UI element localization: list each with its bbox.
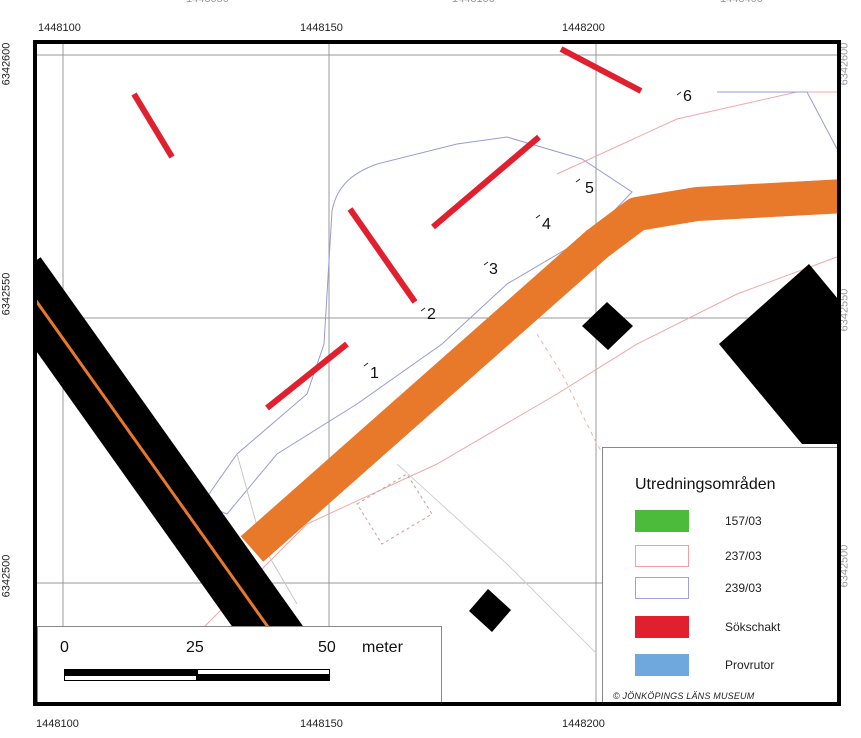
point-markers <box>363 91 682 367</box>
area-237-03-upper <box>556 91 837 175</box>
legend-label-157-03: 157/03 <box>725 514 762 528</box>
point-label-5: 5 <box>585 180 594 197</box>
legend-title: Utredningsområden <box>635 476 776 493</box>
trench-4 <box>265 341 349 411</box>
trench-1 <box>131 92 175 159</box>
scale-segment-3 <box>64 675 197 681</box>
trenches <box>131 46 643 411</box>
trench-3 <box>431 134 541 230</box>
area-239-03 <box>201 136 633 515</box>
coord-top-3: 1448200 <box>562 22 605 34</box>
point-label-2: 2 <box>427 306 436 323</box>
scale-bar: 0 25 50 meter <box>37 626 442 702</box>
area-239-03-upper <box>717 91 837 150</box>
coord-left-3: 6342500 <box>0 554 13 598</box>
legend-swatch-239-03 <box>635 577 689 599</box>
point-marker-4 <box>535 214 541 219</box>
building-large <box>719 264 837 444</box>
coord-top-faint-3: 1448400 <box>720 0 763 5</box>
property-line-2 <box>396 463 598 655</box>
legend-swatch-157-03 <box>635 510 689 532</box>
trench-5 <box>559 46 643 94</box>
legend-label-237-03: 237/03 <box>725 549 762 563</box>
legend-item-237-03: 237/03 <box>635 545 837 569</box>
scale-segment-4 <box>197 675 330 681</box>
legend: Utredningsområden 157/03 237/03 239/03 S… <box>602 447 837 702</box>
scale-label-50: 50 <box>318 639 336 656</box>
scale-segment-1 <box>64 669 197 675</box>
scale-label-0: 0 <box>60 639 69 656</box>
point-label-4: 4 <box>542 216 551 233</box>
point-marker-3 <box>483 261 489 266</box>
legend-credit: © JÖNKÖPINGS LÄNS MUSEUM <box>613 691 755 701</box>
legend-item-sokschakt: Sökschakt <box>635 616 837 640</box>
building-small-1 <box>582 302 633 350</box>
point-label-6: 6 <box>683 88 692 105</box>
point-marker-6 <box>676 91 682 96</box>
building-small-2 <box>469 589 511 632</box>
legend-item-239-03: 239/03 <box>635 577 837 601</box>
coord-bottom-2: 1448150 <box>300 718 343 730</box>
point-label-1: 1 <box>370 365 379 382</box>
coord-top-faint-2: 1448150 <box>452 0 495 5</box>
trench-2 <box>347 207 418 304</box>
legend-swatch-sokschakt <box>635 616 689 638</box>
map-frame: 1 2 3 4 5 6 Utredningsområden 157/03 237… <box>33 40 841 706</box>
legend-swatch-provrutor <box>635 654 689 676</box>
coord-top-faint-1: 1448050 <box>186 0 229 5</box>
scale-segment-2 <box>197 669 330 675</box>
coord-top-1: 1448100 <box>38 22 81 34</box>
coord-bottom-1: 1448100 <box>36 718 79 730</box>
point-marker-2 <box>420 307 426 312</box>
coord-left-2: 6342550 <box>0 272 13 316</box>
legend-item-provrutor: Provrutor <box>635 654 837 678</box>
scale-unit: meter <box>362 639 403 656</box>
grid <box>37 44 837 702</box>
dashed-plot <box>356 473 433 545</box>
area-237-03-line <box>186 256 837 645</box>
legend-swatch-237-03 <box>635 545 689 567</box>
legend-label-provrutor: Provrutor <box>725 658 775 672</box>
point-marker-5 <box>575 178 581 183</box>
coord-top-2: 1448150 <box>300 22 343 34</box>
point-label-3: 3 <box>489 261 498 278</box>
point-marker-1 <box>363 362 369 367</box>
legend-label-239-03: 239/03 <box>725 581 762 595</box>
legend-item-157-03: 157/03 <box>635 510 837 534</box>
coord-left-1: 6342600 <box>0 42 13 86</box>
coord-bottom-3: 1448200 <box>562 718 605 730</box>
road <box>240 179 837 562</box>
legend-label-sokschakt: Sökschakt <box>725 620 781 634</box>
scale-label-25: 25 <box>186 639 204 656</box>
